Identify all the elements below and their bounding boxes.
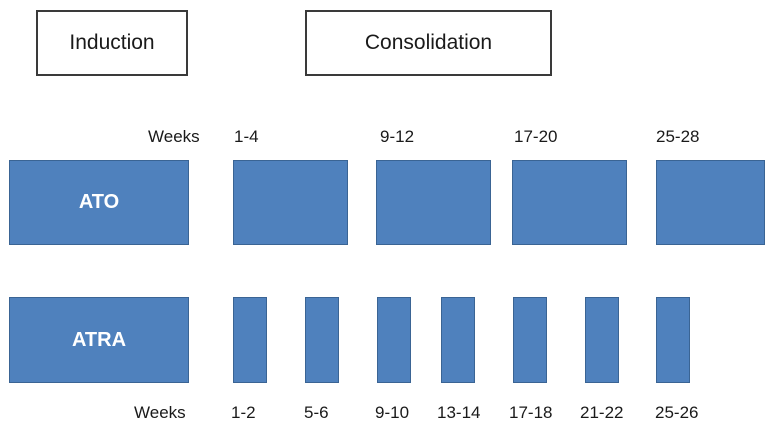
- atra-week-range: 9-10: [375, 403, 410, 422]
- induction-label: Induction: [69, 31, 155, 54]
- atra-course-bar: [656, 297, 690, 383]
- ato-course-bar: [376, 160, 491, 245]
- ato-weeks-label: Weeks: [148, 127, 200, 146]
- ato-course-bar: [233, 160, 348, 245]
- atra-drug-bar: ATRA: [9, 297, 189, 383]
- ato-week-range: 17-20: [514, 127, 558, 146]
- atra-week-range: 13-14: [437, 403, 481, 422]
- ato-drug-bar: ATO: [9, 160, 189, 245]
- ato-course-bar: [656, 160, 765, 245]
- atra-week-range: 17-18: [509, 403, 553, 422]
- atra-week-range: 21-22: [580, 403, 624, 422]
- ato-week-range: 1-4: [234, 127, 259, 146]
- ato-week-range: 25-28: [656, 127, 700, 146]
- atra-week-range: 25-26: [655, 403, 699, 422]
- atra-course-bar: [513, 297, 547, 383]
- atra-week-range: 1-2: [231, 403, 256, 422]
- atra-course-bar: [441, 297, 475, 383]
- atra-course-bar: [377, 297, 411, 383]
- atra-weeks-label: Weeks: [134, 403, 186, 422]
- induction-phase-box: Induction: [36, 10, 188, 76]
- ato-drug-name: ATO: [78, 191, 120, 213]
- atra-course-bar: [585, 297, 619, 383]
- ato-course-bar: [512, 160, 627, 245]
- consolidation-label: Consolidation: [364, 31, 493, 54]
- atra-drug-name: ATRA: [71, 328, 127, 351]
- ato-week-range: 9-12: [380, 127, 415, 146]
- atra-week-range: 5-6: [304, 403, 329, 422]
- atra-course-bar: [233, 297, 267, 383]
- consolidation-phase-box: Consolidation: [305, 10, 552, 76]
- atra-course-bar: [305, 297, 339, 383]
